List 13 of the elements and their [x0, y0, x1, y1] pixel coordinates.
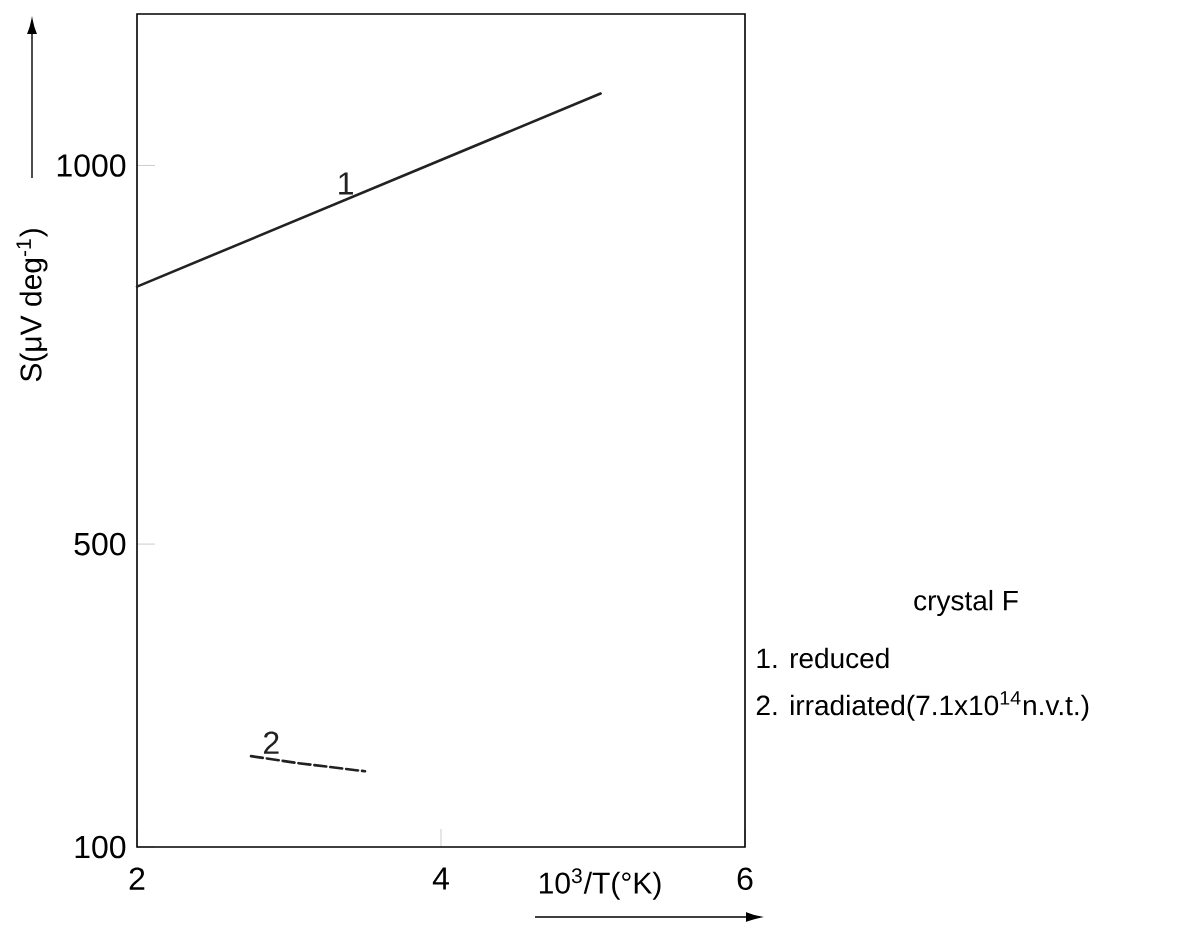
text: 1. reduced — [757, 647, 889, 669]
y-axis-title: S(μV deg$^{-1}$) — [16, 229, 48, 382]
y-tick-label: 500 — [74, 532, 126, 556]
x-tick-label: 6 — [737, 867, 753, 891]
x-tick-label: 4 — [432, 867, 449, 890]
y-tick-label: 100 — [75, 835, 126, 859]
series-label: 1 — [339, 172, 353, 195]
x-axis-title: 10$^{3}$/T(°K) — [539, 868, 661, 900]
text: 2. irradiated(7.1x10$^{14}$n.v.t.) — [756, 691, 1089, 721]
x-tick-label: 2 — [129, 867, 145, 890]
text: crystal F — [914, 589, 1018, 617]
series-label: 2 — [263, 731, 279, 754]
y-tick-label: 1000 — [57, 154, 126, 177]
